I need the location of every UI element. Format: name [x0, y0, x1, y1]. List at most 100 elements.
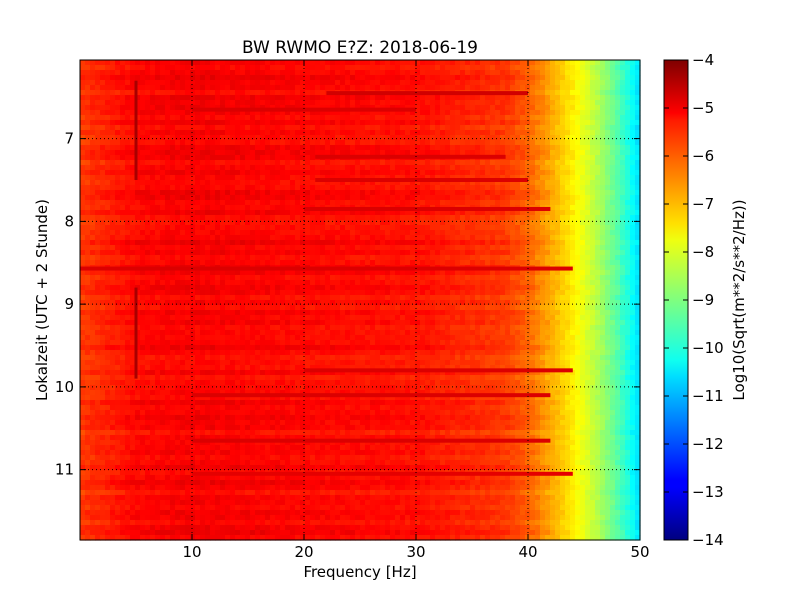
- heatmap-cell: [540, 60, 546, 66]
- heatmap-cell: [280, 280, 286, 286]
- heatmap-cell: [510, 145, 516, 151]
- heatmap-cell: [515, 100, 521, 106]
- heatmap-cell: [160, 170, 166, 176]
- heatmap-cell: [360, 165, 366, 171]
- heatmap-cell: [600, 65, 606, 71]
- heatmap-cell: [495, 230, 501, 236]
- heatmap-cell: [525, 65, 531, 71]
- heatmap-cell: [480, 160, 486, 166]
- heatmap-cell: [135, 175, 141, 181]
- heatmap-cell: [175, 80, 181, 86]
- heatmap-cell: [485, 220, 491, 226]
- heatmap-cell: [395, 210, 401, 216]
- heatmap-cell: [160, 110, 166, 116]
- heatmap-cell: [80, 110, 86, 116]
- heatmap-cell: [285, 240, 291, 246]
- heatmap-cell: [385, 75, 391, 81]
- heatmap-cell: [410, 60, 416, 66]
- heatmap-cell: [240, 280, 246, 286]
- heatmap-cell: [365, 140, 371, 146]
- heatmap-cell: [360, 210, 366, 216]
- heatmap-cell: [625, 105, 631, 111]
- heatmap-cell: [445, 130, 451, 136]
- heatmap-cell: [430, 160, 436, 166]
- heatmap-cell: [465, 130, 471, 136]
- heatmap-cell: [130, 145, 136, 151]
- heatmap-cell: [155, 90, 161, 96]
- heatmap-cell: [80, 95, 86, 101]
- heatmap-cell: [325, 125, 331, 131]
- heatmap-cell: [140, 65, 146, 71]
- heatmap-cell: [340, 175, 346, 181]
- heatmap-cell: [350, 170, 356, 176]
- heatmap-cell: [605, 70, 611, 76]
- heatmap-cell: [205, 70, 211, 76]
- heatmap-cell: [275, 170, 281, 176]
- heatmap-cell: [570, 160, 576, 166]
- heatmap-cell: [80, 160, 86, 166]
- heatmap-cell: [590, 160, 596, 166]
- heatmap-cell: [480, 80, 486, 86]
- heatmap-cell: [105, 230, 111, 236]
- heatmap-cell: [400, 175, 406, 181]
- heatmap-cell: [490, 140, 496, 146]
- heatmap-cell: [305, 60, 311, 66]
- heatmap-cell: [110, 105, 116, 111]
- heatmap-cell: [415, 75, 421, 81]
- heatmap-cell: [100, 85, 106, 91]
- heatmap-cell: [205, 90, 211, 96]
- heatmap-cell: [475, 165, 481, 171]
- heatmap-cell: [590, 140, 596, 146]
- heatmap-cell: [200, 250, 206, 256]
- heatmap-cell: [620, 185, 626, 191]
- heatmap-cell: [395, 60, 401, 66]
- heatmap-cell: [510, 110, 516, 116]
- heatmap-cell: [85, 130, 91, 136]
- heatmap-cell: [245, 240, 251, 246]
- heatmap-cell: [100, 240, 106, 246]
- heatmap-cell: [510, 125, 516, 131]
- heatmap-cell: [530, 105, 536, 111]
- heatmap-cell: [410, 135, 416, 141]
- heatmap-cell: [390, 190, 396, 196]
- heatmap-cell: [495, 95, 501, 101]
- heatmap-cell: [525, 275, 531, 281]
- heatmap-cell: [105, 105, 111, 111]
- heatmap-cell: [540, 245, 546, 251]
- heatmap-cell: [475, 70, 481, 76]
- heatmap-cell: [570, 105, 576, 111]
- heatmap-cell: [185, 90, 191, 96]
- heatmap-cell: [195, 90, 201, 96]
- heatmap-cell: [490, 260, 496, 266]
- heatmap-cell: [205, 195, 211, 201]
- heatmap-cell: [425, 235, 431, 241]
- heatmap-cell: [585, 170, 591, 176]
- heatmap-cell: [360, 255, 366, 261]
- heatmap-cell: [270, 75, 276, 81]
- heatmap-cell: [415, 125, 421, 131]
- heatmap-cell: [120, 125, 126, 131]
- heatmap-cell: [480, 185, 486, 191]
- heatmap-cell: [255, 210, 261, 216]
- heatmap-cell: [410, 245, 416, 251]
- heatmap-cell: [620, 230, 626, 236]
- heatmap-cell: [420, 250, 426, 256]
- heatmap-cell: [265, 110, 271, 116]
- heatmap-cell: [520, 65, 526, 71]
- heatmap-cell: [280, 215, 286, 221]
- heatmap-cell: [235, 235, 241, 241]
- heatmap-cell: [185, 235, 191, 241]
- heatmap-cell: [635, 275, 641, 281]
- heatmap-cell: [605, 150, 611, 156]
- heatmap-cell: [435, 70, 441, 76]
- heatmap-cell: [475, 160, 481, 166]
- heatmap-cell: [435, 105, 441, 111]
- heatmap-cell: [135, 230, 141, 236]
- heatmap-cell: [85, 150, 91, 156]
- heatmap-cell: [205, 140, 211, 146]
- heatmap-cell: [500, 115, 506, 121]
- heatmap-cell: [230, 210, 236, 216]
- heatmap-cell: [450, 110, 456, 116]
- heatmap-cell: [255, 85, 261, 91]
- heatmap-cell: [620, 205, 626, 211]
